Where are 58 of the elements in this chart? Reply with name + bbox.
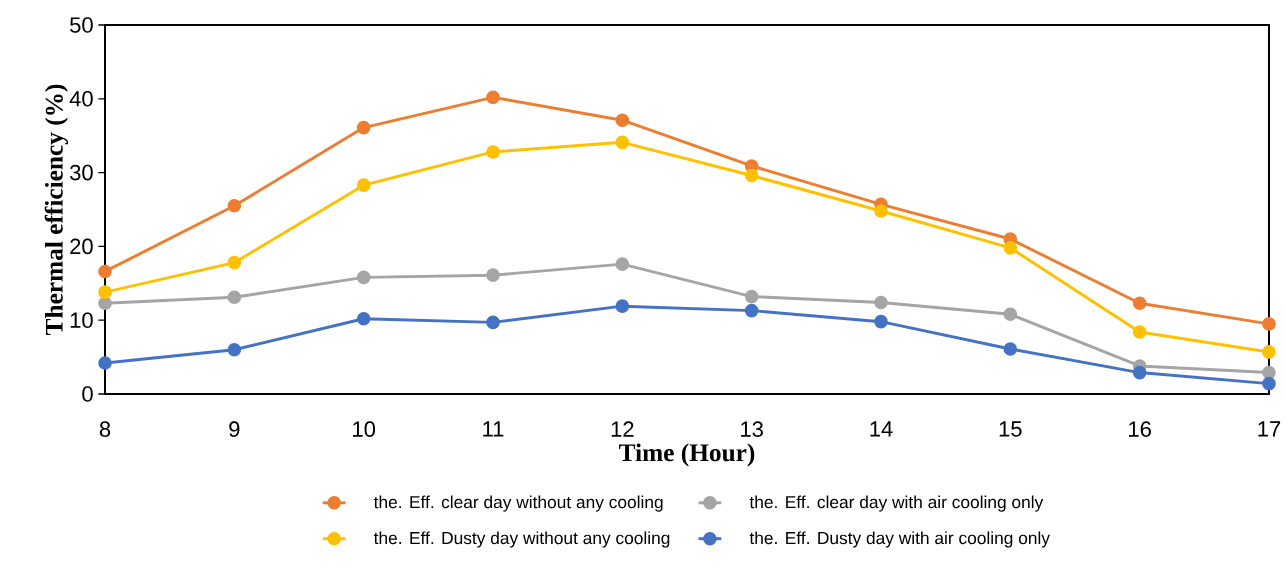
point — [615, 299, 630, 313]
point — [874, 295, 888, 310]
point — [1132, 365, 1147, 380]
y-tick-label: 0 — [82, 386, 93, 402]
y-tick-label: 40 — [69, 91, 93, 107]
y-tick-label: 10 — [70, 312, 93, 328]
point — [98, 296, 112, 311]
point — [227, 199, 242, 213]
point — [615, 135, 630, 150]
x-tick-label: 11 — [483, 421, 504, 437]
point — [874, 204, 888, 218]
point — [1132, 325, 1147, 339]
point — [1003, 307, 1018, 322]
x-tick-label: 10 — [353, 421, 376, 437]
point — [227, 342, 242, 357]
point — [356, 120, 371, 135]
point — [744, 289, 759, 304]
point — [227, 290, 242, 305]
point — [615, 113, 630, 127]
point — [356, 311, 371, 326]
x-tick-label: 12 — [611, 421, 634, 437]
point — [1262, 365, 1276, 380]
point — [486, 90, 500, 105]
y-tick-label: 50 — [70, 17, 93, 33]
point — [356, 270, 371, 285]
point — [1262, 376, 1276, 391]
point — [486, 268, 500, 282]
legend-label: the. Eff. clear day without any cooling — [373, 495, 663, 512]
x-tick-label: 9 — [229, 421, 240, 437]
legend-label: the. Eff. Dusty day with air cooling only — [749, 531, 1050, 548]
point — [744, 303, 759, 318]
legend-label: the. Eff. clear day with air cooling only — [749, 495, 1044, 512]
x-tick-label: 14 — [870, 421, 893, 437]
point — [1262, 317, 1276, 331]
x-axis-title: Time (Hour) — [619, 443, 755, 467]
point — [1003, 241, 1018, 255]
point — [98, 356, 112, 370]
point — [744, 168, 759, 183]
x-tick-label: 15 — [999, 421, 1022, 437]
y-tick-label: 20 — [70, 238, 93, 255]
y-tick-label: 30 — [70, 164, 93, 181]
point — [1262, 345, 1276, 359]
y-axis-title: Thermal efficiency (%) — [44, 84, 68, 336]
point — [1132, 296, 1147, 311]
point — [486, 145, 500, 159]
x-tick-label: 8 — [99, 421, 111, 437]
legend-label: the. Eff. Dusty day without any cooling — [373, 531, 670, 548]
point — [1003, 342, 1018, 356]
x-tick-label: 13 — [741, 421, 763, 437]
x-tick-label: 16 — [1129, 421, 1151, 437]
point — [227, 255, 242, 270]
point — [356, 178, 371, 192]
point — [98, 264, 112, 279]
point — [486, 315, 500, 330]
point — [98, 285, 112, 299]
point — [874, 314, 888, 329]
x-tick-label: 17 — [1258, 421, 1281, 437]
point — [615, 257, 630, 271]
